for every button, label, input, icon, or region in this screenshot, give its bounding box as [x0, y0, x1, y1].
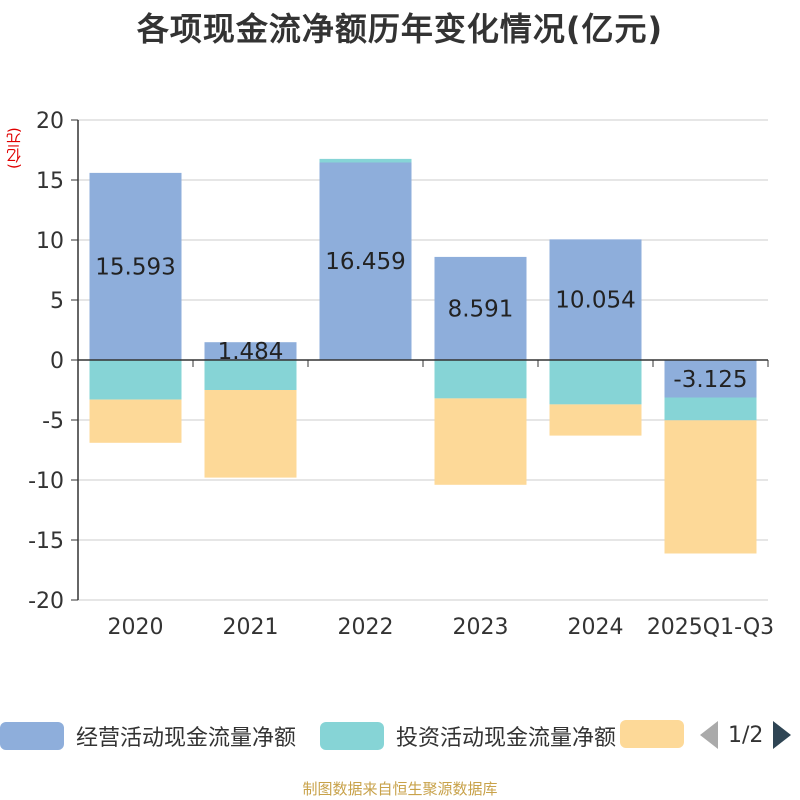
data-label-4: 10.054: [555, 288, 635, 314]
bar-s0-0: [89, 172, 182, 360]
x-tick-label-4: 2024: [568, 615, 624, 640]
legend-item-investing[interactable]: 投资活动现金流量净额: [320, 720, 616, 752]
data-label-0: 15.593: [95, 254, 175, 280]
bar-s1-4: [549, 360, 642, 405]
data-label-1: 1.484: [218, 339, 284, 365]
data-source-note: 制图数据来自恒生聚源数据库: [302, 780, 498, 798]
bar-s2-4: [549, 404, 642, 436]
legend: 经营活动现金流量净额 投资活动现金流量净额 1/2: [0, 714, 800, 758]
bar-s0-5: [664, 360, 757, 398]
bar-s2-3: [434, 398, 527, 485]
y-tick-label-3: 5: [50, 289, 64, 314]
y-tick-label-7: -15: [28, 529, 64, 554]
legend-swatch-investing: [320, 722, 384, 750]
y-tick-label-1: 15: [36, 169, 64, 194]
legend-item-operating[interactable]: 经营活动现金流量净额: [0, 720, 296, 752]
x-tick-label-3: 2023: [453, 615, 509, 640]
x-tick-label-1: 2021: [223, 615, 279, 640]
y-tick-label-2: 10: [36, 229, 64, 254]
chart-title: 各项现金流净额历年变化情况(亿元): [136, 10, 664, 48]
legend-page-indicator: 1/2: [728, 722, 764, 748]
bar-s1-2: [319, 158, 412, 163]
bar-s1-0: [89, 360, 182, 400]
bar-s2-5: [664, 420, 757, 554]
legend-pager: 1/2: [700, 720, 792, 750]
y-tick-label-6: -10: [28, 469, 64, 494]
bar-s1-1: [204, 360, 297, 390]
legend-next-icon[interactable]: [773, 721, 792, 749]
y-tick-label-4: 0: [50, 349, 64, 374]
bar-s2-0: [89, 399, 182, 443]
x-tick-label-0: 2020: [108, 615, 164, 640]
y-tick-label-5: -5: [42, 409, 64, 434]
y-tick-label-8: -20: [28, 589, 64, 614]
legend-prev-icon[interactable]: [700, 721, 718, 749]
bar-s0-3: [434, 256, 527, 360]
y-tick-label-0: 20: [36, 109, 64, 134]
x-tick-label-2: 2022: [338, 615, 394, 640]
bar-s2-1: [204, 390, 297, 478]
bar-s0-1: [204, 342, 297, 360]
bar-chart: 20 15 10 5 0 -5 -10 -15 -20 2020 2021 2022 2023 2024 2…: [28, 109, 774, 640]
bar-s0-4: [549, 239, 642, 360]
data-label-2: 16.459: [325, 249, 405, 275]
bar-s0-2: [319, 162, 412, 360]
legend-label-operating: 经营活动现金流量净额: [76, 726, 297, 751]
legend-swatch-operating: [0, 722, 64, 750]
legend-label-investing: 投资活动现金流量净额: [396, 726, 617, 751]
legend-item-financing[interactable]: [620, 720, 684, 748]
bar-s1-3: [434, 360, 527, 399]
legend-swatch-financing: [620, 720, 684, 748]
data-label-5: -3.125: [673, 367, 747, 393]
data-label-3: 8.591: [448, 296, 514, 322]
bar-s1-5: [664, 397, 757, 421]
x-tick-label-5: 2025Q1-Q3: [647, 615, 774, 640]
